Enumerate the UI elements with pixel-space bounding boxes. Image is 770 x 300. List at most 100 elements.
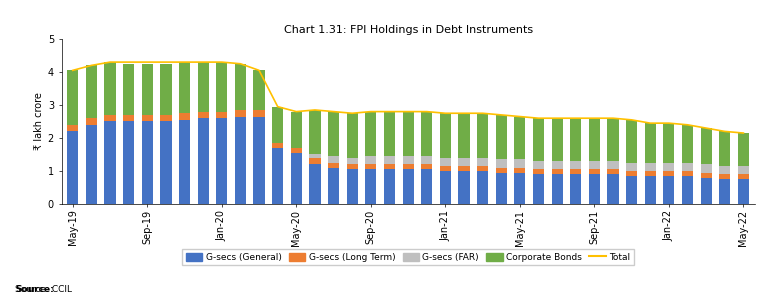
Bar [496,159,507,168]
Bar [160,64,172,115]
Text: Source: CCIL: Source: CCIL [15,285,72,294]
Bar [570,118,581,161]
Bar [310,158,320,164]
Bar [216,118,227,204]
Total [69,68,78,72]
Bar [533,118,544,161]
Bar [589,174,600,204]
Bar [403,164,413,169]
Bar [142,115,153,122]
Bar [403,112,413,156]
Bar [384,164,395,169]
Total [403,110,413,113]
Bar [738,179,749,204]
Bar [701,128,711,164]
Bar [421,169,432,204]
Bar [644,171,656,176]
Total [217,60,226,64]
Legend: G-secs (General), G-secs (Long Term), G-secs (FAR), Corporate Bonds, Total: G-secs (General), G-secs (Long Term), G-… [182,249,634,266]
Bar [514,116,525,159]
Bar [570,161,581,169]
Bar [701,164,711,172]
Bar [346,164,358,169]
Total [273,105,283,108]
Bar [160,115,172,122]
Bar [346,169,358,204]
Total [161,60,170,64]
Bar [421,156,432,164]
Total [646,121,655,125]
Bar [179,113,190,120]
Total [665,121,674,125]
Bar [253,110,265,116]
Bar [440,166,451,171]
Bar [663,176,675,204]
Bar [421,164,432,169]
Total [590,116,599,120]
Total [701,126,711,130]
Bar [477,171,488,204]
Bar [626,163,638,171]
Total [534,116,543,120]
Y-axis label: ₹ lakh crore: ₹ lakh crore [34,93,44,150]
Bar [123,122,134,204]
Bar [384,112,395,156]
Bar [589,118,600,161]
Bar [626,120,638,163]
Bar [85,125,97,204]
Bar [608,118,618,161]
Bar [496,168,507,172]
Bar [738,133,749,166]
Bar [384,169,395,204]
Total [385,110,394,113]
Bar [179,62,190,113]
Bar [719,166,731,174]
Bar [291,153,302,204]
Total [329,110,338,113]
Bar [384,156,395,164]
Bar [272,106,283,143]
Total [105,60,115,64]
Bar [272,148,283,204]
Bar [85,65,97,118]
Bar [551,174,563,204]
Bar [682,125,693,163]
Bar [253,70,265,110]
Bar [663,163,675,171]
Bar [663,123,675,163]
Bar [551,118,563,161]
Bar [477,166,488,171]
Total [738,131,748,135]
Bar [253,116,265,204]
Bar [533,169,544,174]
Bar [514,172,525,204]
Bar [663,171,675,176]
Bar [719,131,731,166]
Total [367,110,376,113]
Bar [458,166,470,171]
Bar [85,118,97,125]
Bar [105,122,116,204]
Bar [589,161,600,169]
Bar [235,64,246,110]
Bar [719,174,731,179]
Total [440,111,450,115]
Total [236,62,245,65]
Bar [310,164,320,204]
Bar [105,62,116,115]
Bar [701,178,711,204]
Bar [458,158,470,166]
Bar [123,115,134,122]
Bar [198,118,209,204]
Total [142,60,152,64]
Bar [589,169,600,174]
Total [422,110,431,113]
Total [310,108,320,112]
Bar [551,161,563,169]
Total [254,68,263,72]
Bar [682,176,693,204]
Bar [328,112,339,156]
Total [608,116,618,120]
Bar [198,62,209,112]
Bar [533,174,544,204]
